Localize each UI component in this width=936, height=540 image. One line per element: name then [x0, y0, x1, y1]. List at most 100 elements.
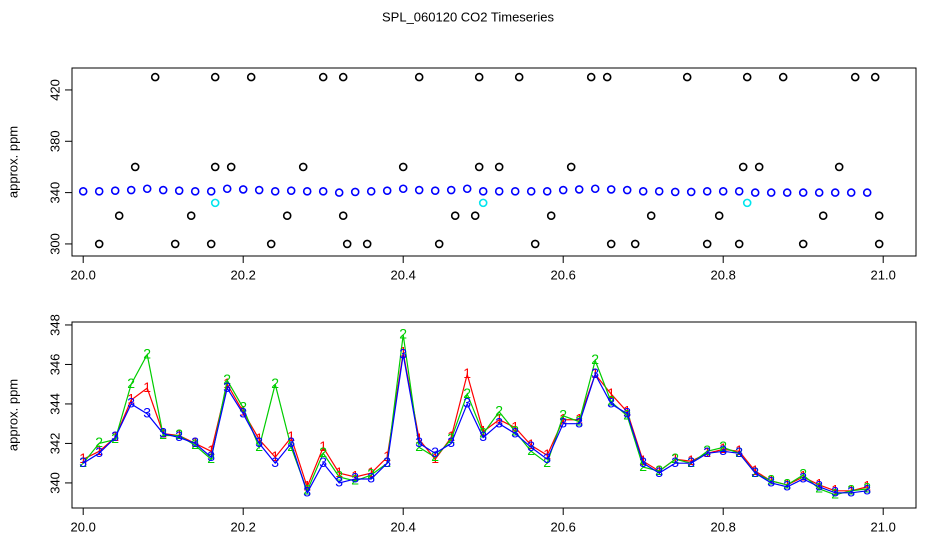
data-point [738, 162, 748, 172]
series-marker: 2 [831, 485, 839, 501]
series-marker: 2 [863, 480, 871, 496]
data-point [750, 188, 760, 197]
series-marker: 1 [767, 472, 775, 488]
series-marker: 3 [479, 428, 487, 444]
data-point [622, 185, 632, 195]
series-marker: 3 [783, 478, 791, 494]
x-tick-label: 20.2 [231, 267, 256, 282]
series-marker: 3 [527, 438, 535, 454]
series-marker: 3 [447, 434, 455, 450]
data-point [206, 239, 216, 249]
series-marker: 3 [287, 434, 295, 450]
series-marker: 2 [95, 434, 103, 450]
series-marker: 3 [831, 483, 839, 499]
series-marker: 1 [655, 462, 663, 478]
data-point [782, 188, 792, 197]
data-point [190, 187, 200, 196]
series-marker: 1 [815, 476, 823, 492]
series-marker: 1 [159, 424, 167, 440]
data-point [606, 239, 616, 249]
data-point [186, 211, 196, 221]
series-marker: 3 [111, 428, 119, 444]
series-marker: 1 [751, 462, 759, 478]
y-tick-label: 342 [47, 433, 62, 455]
series-marker: 1 [591, 365, 599, 381]
series-marker: 2 [175, 426, 183, 442]
series-marker: 3 [207, 448, 215, 464]
series-marker: 1 [367, 464, 375, 480]
series-marker: 1 [479, 422, 487, 438]
data-point [318, 72, 328, 82]
data-point [590, 184, 600, 194]
series-marker: 2 [655, 462, 663, 478]
data-point [94, 239, 104, 249]
data-point [566, 162, 576, 172]
data-point [702, 239, 712, 249]
data-point [682, 72, 692, 82]
data-point [638, 187, 648, 196]
series-marker: 3 [623, 405, 631, 421]
series-marker: 1 [79, 450, 87, 466]
series-marker: 3 [671, 454, 679, 470]
data-point [586, 72, 596, 82]
series-marker: 3 [751, 464, 759, 480]
data-point [742, 72, 752, 82]
data-point [718, 187, 728, 196]
data-point [494, 187, 504, 196]
series-marker: 2 [399, 326, 407, 342]
data-point [630, 239, 640, 249]
series-marker: 2 [783, 476, 791, 492]
data-point [94, 187, 104, 196]
series-marker: 1 [527, 436, 535, 452]
series-marker: 2 [815, 480, 823, 496]
data-point [110, 186, 120, 195]
data-point [734, 187, 744, 196]
series-marker: 2 [447, 430, 455, 446]
data-point [142, 184, 152, 194]
series-marker: 2 [255, 438, 263, 454]
series-marker: 2 [127, 375, 135, 391]
data-point [158, 185, 168, 195]
series-marker: 3 [463, 395, 471, 411]
series-marker: 2 [543, 454, 551, 470]
data-point [734, 239, 744, 249]
data-point [334, 188, 344, 197]
series-marker: 1 [447, 428, 455, 444]
series-marker: 1 [687, 452, 695, 468]
data-point [546, 211, 556, 221]
series-marker: 3 [127, 395, 135, 411]
series-marker: 1 [511, 418, 519, 434]
data-point [338, 211, 348, 221]
data-point [850, 72, 860, 82]
series-marker: 1 [255, 430, 263, 446]
series-line [82, 352, 868, 492]
series-marker: 1 [351, 468, 359, 484]
series-marker: 1 [127, 391, 135, 407]
series-marker: 3 [655, 464, 663, 480]
series-marker: 1 [623, 403, 631, 419]
series-marker: 3 [335, 474, 343, 490]
series-marker: 1 [783, 476, 791, 492]
data-point [114, 211, 124, 221]
data-point [150, 72, 160, 82]
data-point [398, 184, 408, 194]
series-marker: 2 [671, 450, 679, 466]
x-tick-label: 20.0 [71, 267, 96, 282]
series-marker: 3 [191, 434, 199, 450]
series-marker: 2 [319, 444, 327, 460]
series-marker: 2 [271, 375, 279, 391]
data-point [210, 198, 220, 208]
series-marker: 1 [703, 444, 711, 460]
plot-frame [71, 321, 917, 509]
data-point [742, 198, 752, 208]
data-point [210, 72, 220, 82]
x-tick-label: 20.8 [711, 519, 736, 534]
data-point [350, 187, 360, 197]
series-marker: 3 [223, 379, 231, 395]
series-marker: 3 [687, 454, 695, 470]
series-marker: 1 [415, 430, 423, 446]
series-marker: 3 [863, 482, 871, 498]
series-marker: 1 [543, 446, 551, 462]
series-marker: 2 [767, 472, 775, 488]
